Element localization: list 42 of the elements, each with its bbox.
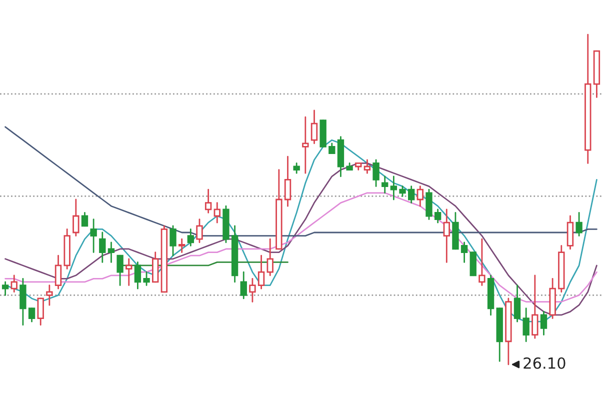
candlestick [522,308,530,342]
candlestick [266,238,274,276]
candlestick [310,110,318,144]
candlestick [90,218,97,253]
candlestick [293,162,300,174]
candlestick [566,215,574,250]
candlestick [558,244,565,293]
candlestick [187,228,194,246]
candlestick [134,261,142,290]
candlestick [487,274,494,316]
candlestick [204,188,212,214]
candlestick [258,254,265,290]
candlestick [584,34,592,164]
candlestick [2,281,9,296]
candlestick [460,242,468,263]
candlestick [284,156,292,207]
candlestick [549,278,556,319]
candlestick [10,274,18,293]
candlestick [364,159,371,174]
candlestick [64,228,70,270]
candlestick [434,208,442,224]
candlestick [72,198,80,236]
candlestick [408,186,415,204]
candlestick [505,298,512,366]
candlestick [390,176,398,200]
candlestick [46,284,53,306]
candlestick [443,208,450,263]
candlestick [382,176,388,194]
candlestick [214,202,220,224]
candlestick [540,310,548,336]
candlestick [126,258,132,286]
candlestick [108,242,115,263]
annotation: 26.10 [524,357,566,369]
candlestick [337,136,344,178]
candlestick [532,274,538,339]
candlestick [240,271,247,300]
candlestick [514,284,521,322]
candlestick [99,232,106,263]
candlestick [231,225,238,283]
candlestick [54,254,62,290]
candlestick [416,186,424,207]
candlestick [302,116,309,174]
